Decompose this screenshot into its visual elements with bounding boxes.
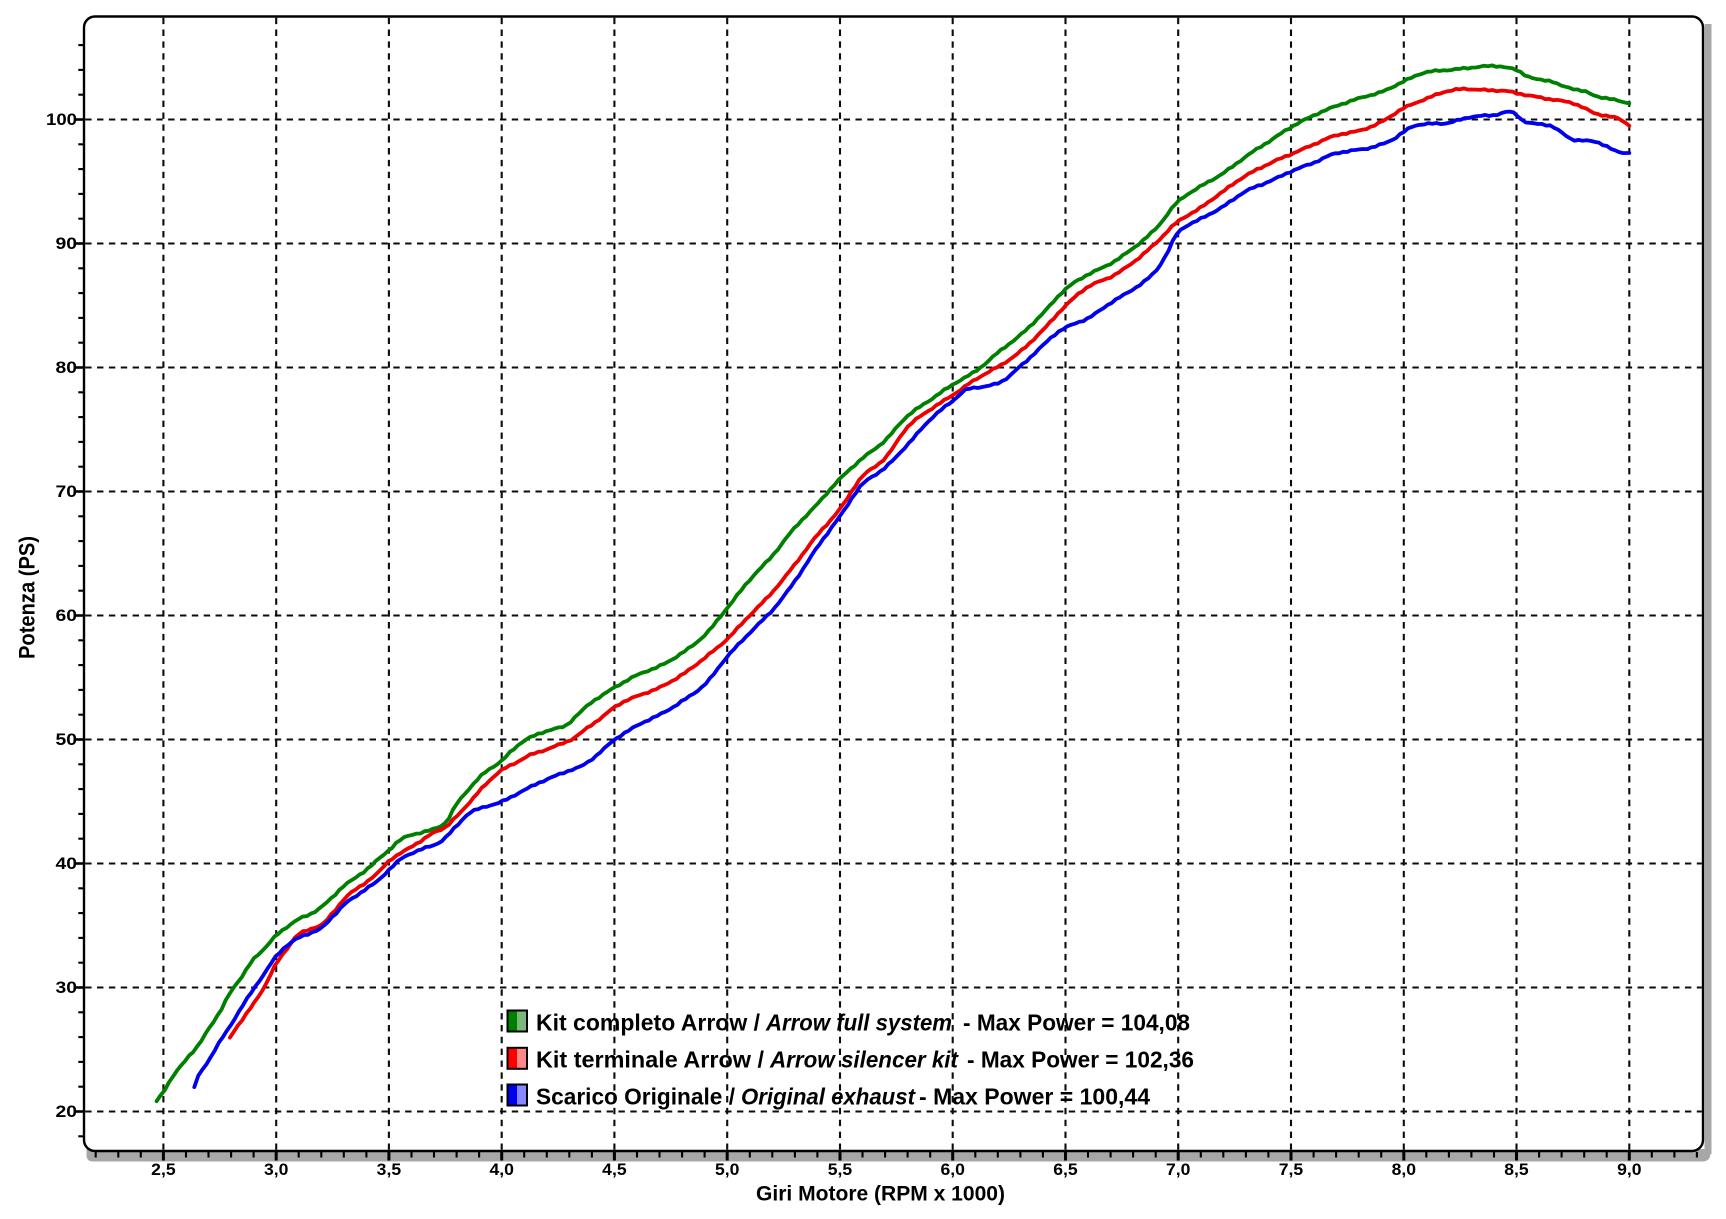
svg-text:5,0: 5,0 [715,1161,739,1179]
svg-text:8,0: 8,0 [1392,1161,1416,1179]
svg-text:4,0: 4,0 [490,1161,514,1179]
svg-text:90: 90 [56,235,78,253]
svg-text:- Max Power = 100,44: - Max Power = 100,44 [919,1083,1150,1109]
svg-text:Giri Motore (RPM x 1000): Giri Motore (RPM x 1000) [756,1182,1005,1206]
svg-text:Kit terminale Arrow /: Kit terminale Arrow / [536,1047,764,1073]
svg-text:- Max Power = 104,08: - Max Power = 104,08 [963,1010,1190,1036]
svg-text:80: 80 [56,359,78,377]
svg-text:100: 100 [46,111,77,129]
svg-text:7,5: 7,5 [1279,1161,1303,1179]
svg-text:50: 50 [56,731,78,749]
svg-text:60: 60 [56,607,78,625]
svg-text:5,5: 5,5 [828,1161,852,1179]
svg-text:Original exhaust: Original exhaust [741,1083,916,1109]
svg-text:Arrow full system: Arrow full system [765,1010,952,1036]
svg-text:3,0: 3,0 [264,1161,288,1179]
svg-text:3,5: 3,5 [377,1161,401,1179]
svg-text:Potenza (PS): Potenza (PS) [15,536,40,659]
svg-text:7,0: 7,0 [1166,1161,1190,1179]
svg-text:4,5: 4,5 [602,1161,626,1179]
svg-text:- Max Power = 102,36: - Max Power = 102,36 [967,1047,1194,1073]
svg-text:Kit completo Arrow /: Kit completo Arrow / [536,1010,760,1036]
svg-text:9,0: 9,0 [1617,1161,1641,1179]
svg-text:40: 40 [56,855,78,873]
svg-text:30: 30 [56,979,78,997]
svg-text:8,5: 8,5 [1504,1161,1528,1179]
svg-text:Arrow silencer kit: Arrow silencer kit [769,1047,959,1073]
svg-text:6,5: 6,5 [1053,1161,1077,1179]
svg-text:2,5: 2,5 [151,1161,175,1179]
svg-text:6,0: 6,0 [941,1161,965,1179]
svg-text:20: 20 [56,1103,78,1121]
svg-text:70: 70 [56,483,78,501]
svg-text:Scarico Originale /: Scarico Originale / [536,1083,735,1109]
